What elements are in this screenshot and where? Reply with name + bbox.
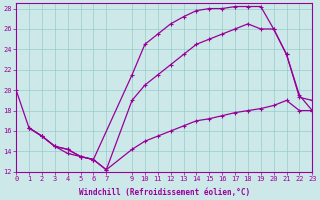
X-axis label: Windchill (Refroidissement éolien,°C): Windchill (Refroidissement éolien,°C) bbox=[79, 188, 250, 197]
